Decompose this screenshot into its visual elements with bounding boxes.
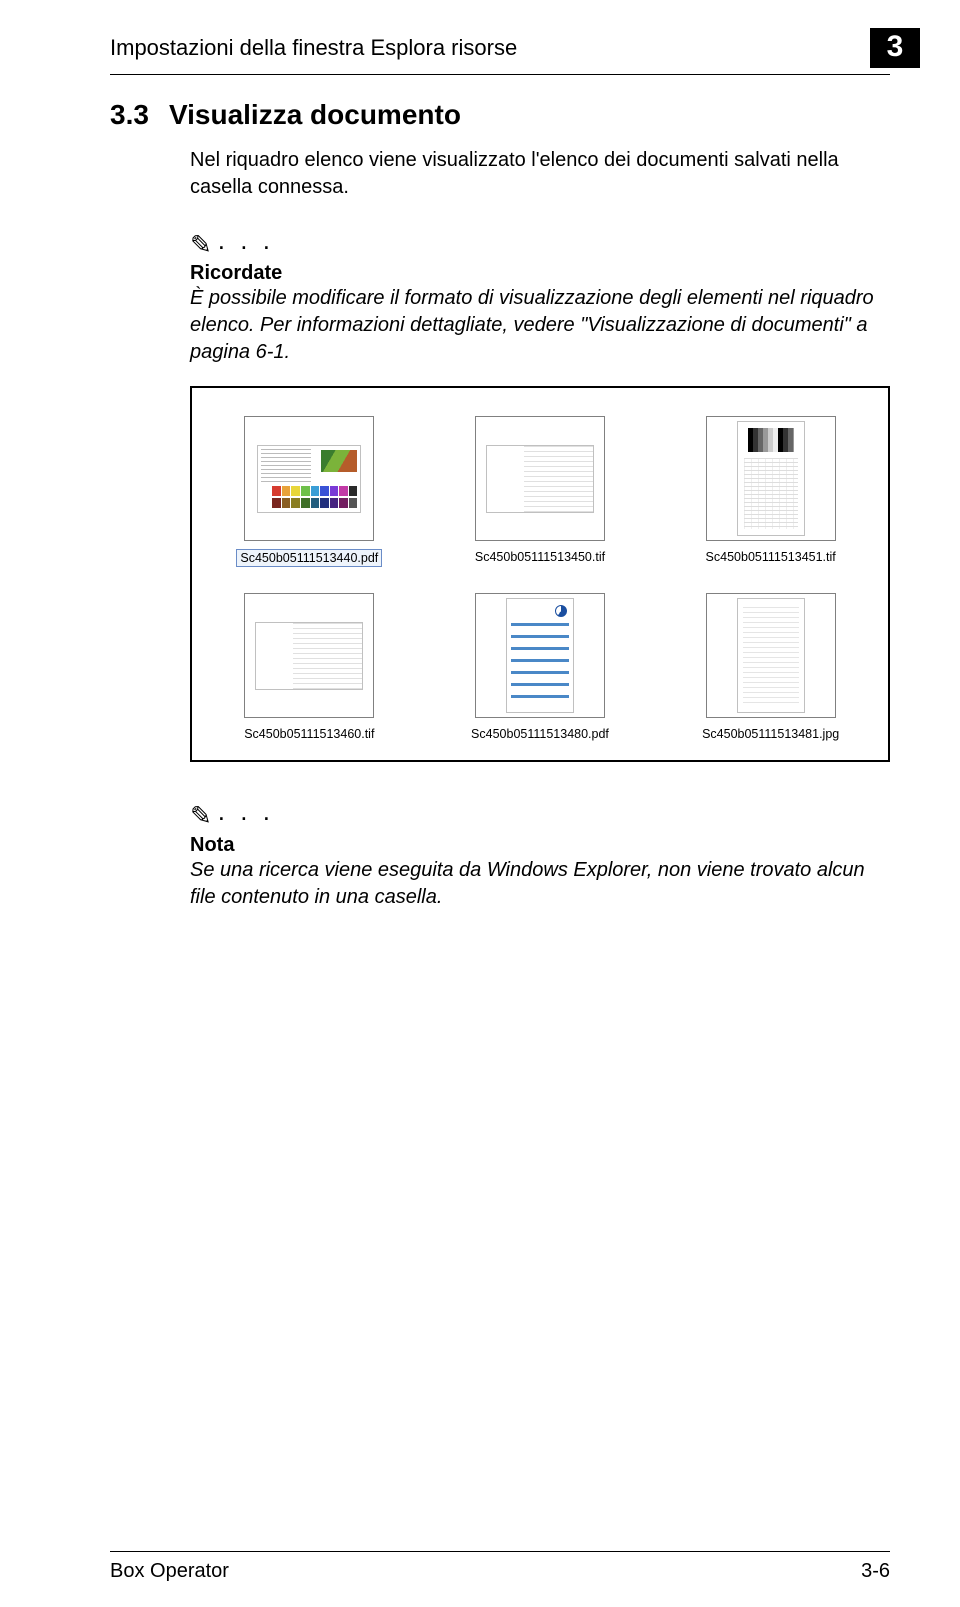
file-thumbnail bbox=[706, 416, 836, 541]
reminder-body: È possibile modificare il formato di vis… bbox=[190, 285, 890, 366]
file-thumbnail-grid: Sc450b05111513440.pdf Sc450b05111513450.t… bbox=[212, 416, 868, 742]
file-name-label[interactable]: Sc450b05111513460.tif bbox=[241, 726, 377, 742]
note-block: ✎. . . Nota Se una ricerca viene eseguit… bbox=[190, 796, 890, 910]
reminder-label: Ricordate bbox=[190, 262, 890, 285]
reminder-block: ✎. . . Ricordate È possibile modificare … bbox=[190, 225, 890, 366]
file-item[interactable]: Sc450b05111513481.jpg bbox=[699, 593, 842, 742]
file-name-label[interactable]: Sc450b05111513481.jpg bbox=[699, 726, 842, 742]
screenshot-frame: Sc450b05111513440.pdf Sc450b05111513450.t… bbox=[190, 386, 890, 762]
note-label: Nota bbox=[190, 834, 890, 857]
note-icon-row: ✎. . . bbox=[190, 796, 890, 831]
file-thumbnail bbox=[475, 416, 605, 541]
footer-page-number: 3-6 bbox=[861, 1560, 890, 1583]
reminder-icon-row: ✎. . . bbox=[190, 225, 890, 260]
file-thumbnail bbox=[244, 593, 374, 718]
section-title: Visualizza documento bbox=[169, 99, 461, 131]
running-header-title: Impostazioni della finestra Esplora riso… bbox=[110, 35, 517, 61]
page-footer: Box Operator 3-6 bbox=[110, 1551, 890, 1583]
ellipsis-icon: . . . bbox=[218, 796, 274, 826]
file-name-label[interactable]: Sc450b05111513451.tif bbox=[703, 549, 839, 565]
file-item[interactable]: Sc450b05111513450.tif bbox=[472, 416, 608, 567]
page-header: Impostazioni della finestra Esplora riso… bbox=[110, 28, 890, 75]
note-body: Se una ricerca viene eseguita da Windows… bbox=[190, 857, 890, 911]
document-page: Impostazioni della finestra Esplora riso… bbox=[0, 0, 960, 1607]
section-heading: 3.3 Visualizza documento bbox=[110, 99, 890, 131]
file-thumbnail bbox=[475, 593, 605, 718]
file-name-label[interactable]: Sc450b05111513480.pdf bbox=[468, 726, 612, 742]
footer-product-name: Box Operator bbox=[110, 1560, 229, 1583]
section-number: 3.3 bbox=[110, 99, 149, 131]
file-item[interactable]: Sc450b05111513460.tif bbox=[241, 593, 377, 742]
file-item[interactable]: Sc450b05111513451.tif bbox=[703, 416, 839, 567]
file-item[interactable]: Sc450b05111513480.pdf bbox=[468, 593, 612, 742]
section-body: Nel riquadro elenco viene visualizzato l… bbox=[190, 147, 890, 911]
file-name-label[interactable]: Sc450b05111513450.tif bbox=[472, 549, 608, 565]
file-name-label[interactable]: Sc450b05111513440.pdf bbox=[236, 549, 382, 567]
ellipsis-icon: . . . bbox=[218, 225, 274, 255]
chapter-number-badge: 3 bbox=[870, 28, 920, 68]
file-item[interactable]: Sc450b05111513440.pdf bbox=[236, 416, 382, 567]
file-thumbnail bbox=[244, 416, 374, 541]
file-thumbnail bbox=[706, 593, 836, 718]
pencil-icon: ✎ bbox=[190, 801, 212, 831]
intro-paragraph: Nel riquadro elenco viene visualizzato l… bbox=[190, 147, 890, 201]
pencil-icon: ✎ bbox=[190, 229, 212, 259]
